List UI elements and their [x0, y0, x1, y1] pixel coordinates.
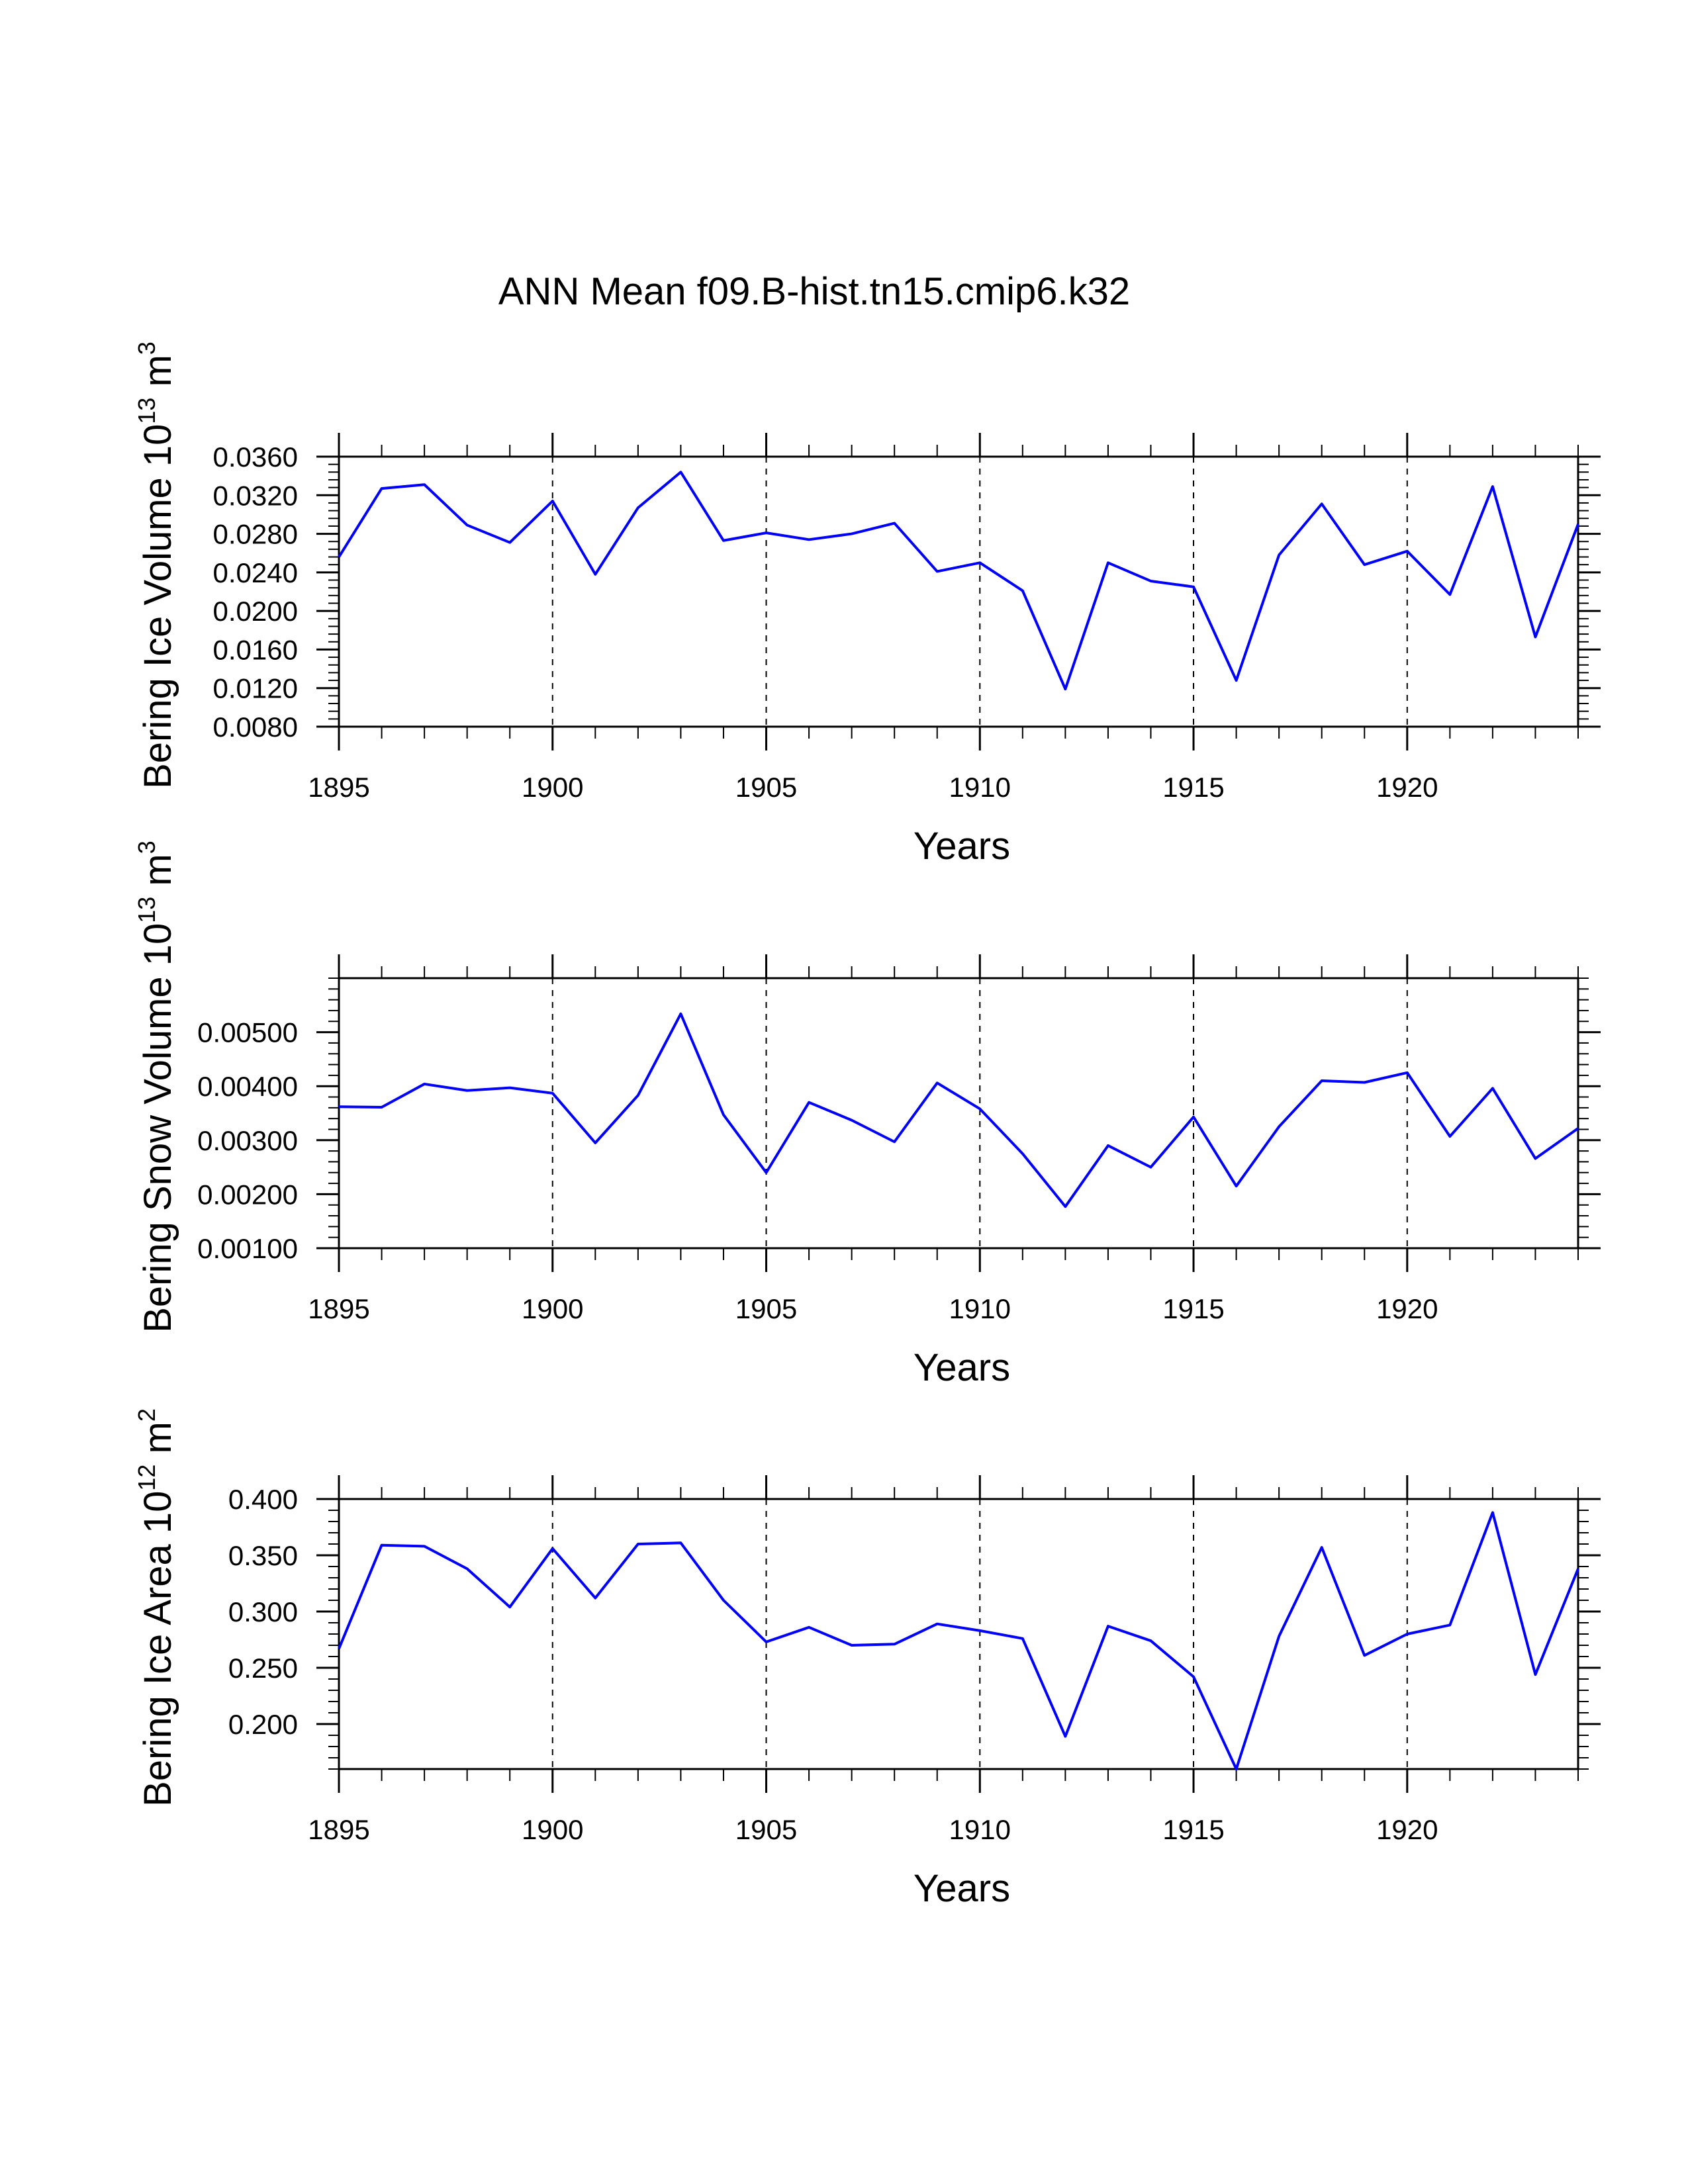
x-tick-label: 1905	[735, 1293, 797, 1324]
data-line	[338, 471, 1579, 691]
plot-frame	[338, 977, 1579, 1250]
y-tick-label: 0.0360	[213, 441, 298, 473]
y-tick-label: 0.200	[228, 1709, 298, 1740]
x-tick-label: 1895	[308, 772, 369, 803]
chart-ice-volume: 1895 1900 1905 1910 1915 1920 0.0080 0.0120 0.01…	[133, 341, 1601, 868]
y-tick-label: 0.0080	[213, 711, 298, 743]
y-tick-label: 0.350	[228, 1540, 298, 1571]
y-tick-label: 0.300	[228, 1596, 298, 1627]
y-axis-title: Bering Ice Volume 1013 m3	[133, 341, 179, 789]
y-axis-title: Bering Ice Area 1012 m2	[133, 1408, 179, 1807]
x-tick-label: 1920	[1376, 772, 1438, 803]
y-tick-label: 0.00500	[197, 1017, 298, 1048]
chart-ice-area: 1895 1900 1905 1910 1915 1920 0.200 0.250 0.300 0…	[133, 1408, 1601, 1910]
y-tick-label: 0.0280	[213, 519, 298, 550]
x-tick-label: 1915	[1162, 1814, 1224, 1845]
x-tick-label: 1915	[1162, 772, 1224, 803]
x-tick-label: 1910	[949, 1814, 1011, 1845]
y-tick-label: 0.00400	[197, 1071, 298, 1102]
figure-title: ANN Mean f09.B-hist.tn15.cmip6.k32	[498, 270, 1130, 313]
y-tick-label: 0.0200	[213, 596, 298, 627]
x-tick-label: 1915	[1162, 1293, 1224, 1324]
y-axis-title: Bering Snow Volume 1013 m3	[133, 841, 179, 1333]
y-tick-label: 0.400	[228, 1484, 298, 1515]
y-tick-label: 0.250	[228, 1653, 298, 1684]
y-tick-label: 0.00300	[197, 1125, 298, 1156]
x-tick-label: 1900	[522, 772, 583, 803]
plot-frame	[338, 455, 1579, 728]
x-tick-label: 1905	[735, 772, 797, 803]
y-tick-label: 0.00100	[197, 1233, 298, 1264]
x-axis-title: Years	[914, 825, 1010, 868]
y-tick-label: 0.0240	[213, 557, 298, 588]
x-axis-title: Years	[914, 1346, 1010, 1389]
data-line	[338, 1511, 1579, 1770]
y-tick-label: 0.00200	[197, 1179, 298, 1210]
x-tick-label: 1895	[308, 1814, 369, 1845]
x-tick-label: 1910	[949, 1293, 1011, 1324]
y-tick-label: 0.0120	[213, 673, 298, 704]
x-tick-label: 1920	[1376, 1814, 1438, 1845]
x-tick-label: 1900	[522, 1814, 583, 1845]
x-axis-title: Years	[914, 1867, 1010, 1910]
x-tick-label: 1900	[522, 1293, 583, 1324]
chart-snow-volume: 1895 1900 1905 1910 1915 1920 0.00100 0.00200 0.…	[133, 841, 1601, 1389]
x-tick-label: 1910	[949, 772, 1011, 803]
y-tick-label: 0.0160	[213, 634, 298, 665]
plot-frame	[338, 1498, 1579, 1770]
x-tick-label: 1895	[308, 1293, 369, 1324]
y-tick-label: 0.0320	[213, 480, 298, 511]
data-line	[338, 1012, 1579, 1208]
chart-panels: 1895 1900 1905 1910 1915 1920 0.0080 0.0120 0.01…	[133, 341, 1601, 1910]
x-tick-label: 1905	[735, 1814, 797, 1845]
x-tick-label: 1920	[1376, 1293, 1438, 1324]
